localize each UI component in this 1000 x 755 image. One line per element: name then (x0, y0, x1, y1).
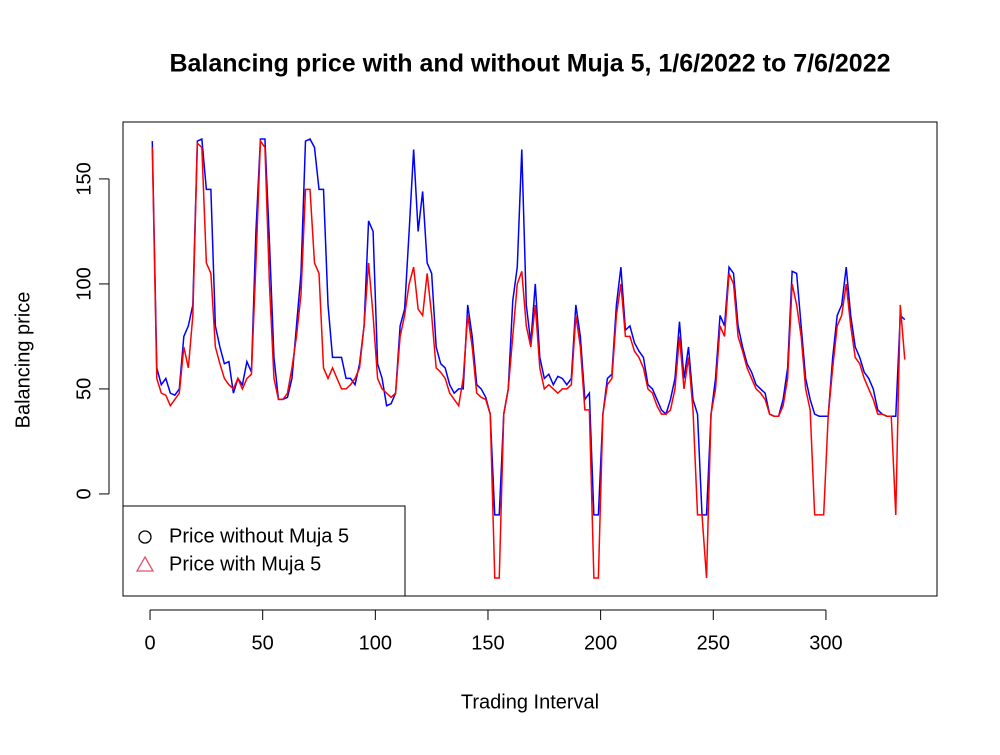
chart-title: Balancing price with and without Muja 5,… (169, 50, 890, 78)
y-tick-label: 100 (73, 267, 95, 300)
y-axis-label: Balancing price (12, 292, 34, 429)
y-tick-label: 0 (73, 488, 95, 499)
plot-frame (122, 121, 938, 597)
x-tick-label: 200 (584, 632, 617, 654)
series-line (151, 138, 906, 579)
x-axis-label: Trading Interval (461, 691, 599, 713)
x-tick-label: 250 (697, 632, 730, 654)
y-tick-label: 50 (73, 378, 95, 400)
x-tick-label: 300 (809, 632, 842, 654)
legend-marker (138, 530, 152, 544)
x-tick-label: 100 (359, 632, 392, 654)
legend-label: Price with Muja 5 (169, 553, 321, 575)
x-tick-label: 0 (144, 632, 155, 654)
legend-marker (135, 555, 155, 572)
legend-label: Price without Muja 5 (169, 525, 349, 547)
legend-box (122, 505, 406, 597)
x-tick-label: 50 (252, 632, 274, 654)
x-tick-label: 150 (471, 632, 504, 654)
y-tick-label: 150 (73, 162, 95, 195)
